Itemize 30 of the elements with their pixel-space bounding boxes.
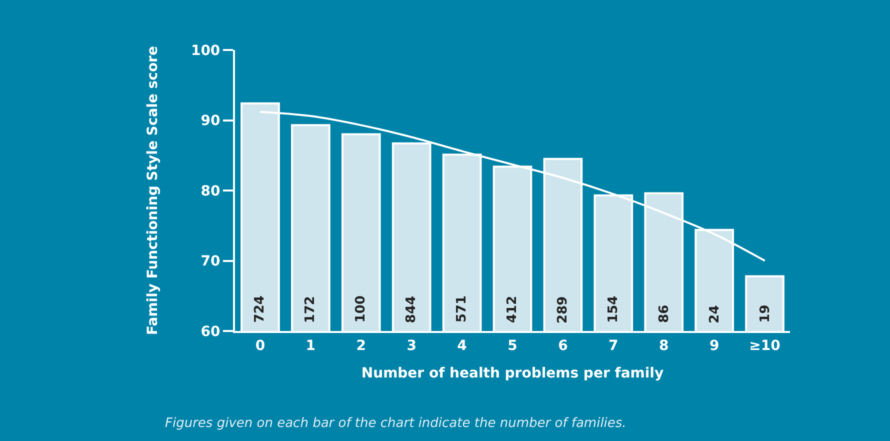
y-tick-label: 70 — [200, 254, 220, 270]
x-tick-label: 4 — [457, 338, 468, 354]
annotation: 154 — [606, 296, 621, 323]
x-tick-label: 7 — [608, 338, 618, 354]
text: Figures given on each bar of the chart indicate the number of families. — [165, 416, 626, 431]
x-tick-label: 0 — [255, 338, 266, 354]
x-tick-label: 6 — [558, 338, 568, 354]
annotation: 844 — [404, 296, 420, 324]
x-tick-label: 5 — [508, 338, 518, 354]
x-tick-label: 3 — [406, 338, 416, 354]
y-tick-label: 90 — [200, 113, 220, 130]
annotation: 412 — [505, 296, 520, 323]
annotation: 19 — [758, 304, 773, 323]
x-axis-title: Number of health problems per family — [361, 366, 664, 382]
x-tick-label: 1 — [306, 338, 316, 354]
annotation: 289 — [555, 296, 570, 324]
x-tick-label: 2 — [356, 338, 366, 354]
x-tick-label: ≥10 — [749, 338, 781, 354]
x-tick-label: 9 — [709, 338, 720, 354]
y-tick-label: 80 — [200, 183, 220, 200]
x-tick-label: 8 — [658, 338, 669, 354]
y-axis-title: Family Functioning Style Scale score — [145, 46, 162, 335]
annotation: 571 — [454, 295, 470, 323]
annotation: 100 — [354, 296, 369, 323]
annotation: 24 — [707, 305, 722, 324]
y-tick-label: 100 — [190, 42, 220, 59]
annotation: 724 — [252, 296, 268, 323]
annotation: 172 — [303, 296, 318, 324]
y-tick-label: 60 — [200, 324, 220, 340]
annotation: 86 — [656, 304, 672, 323]
